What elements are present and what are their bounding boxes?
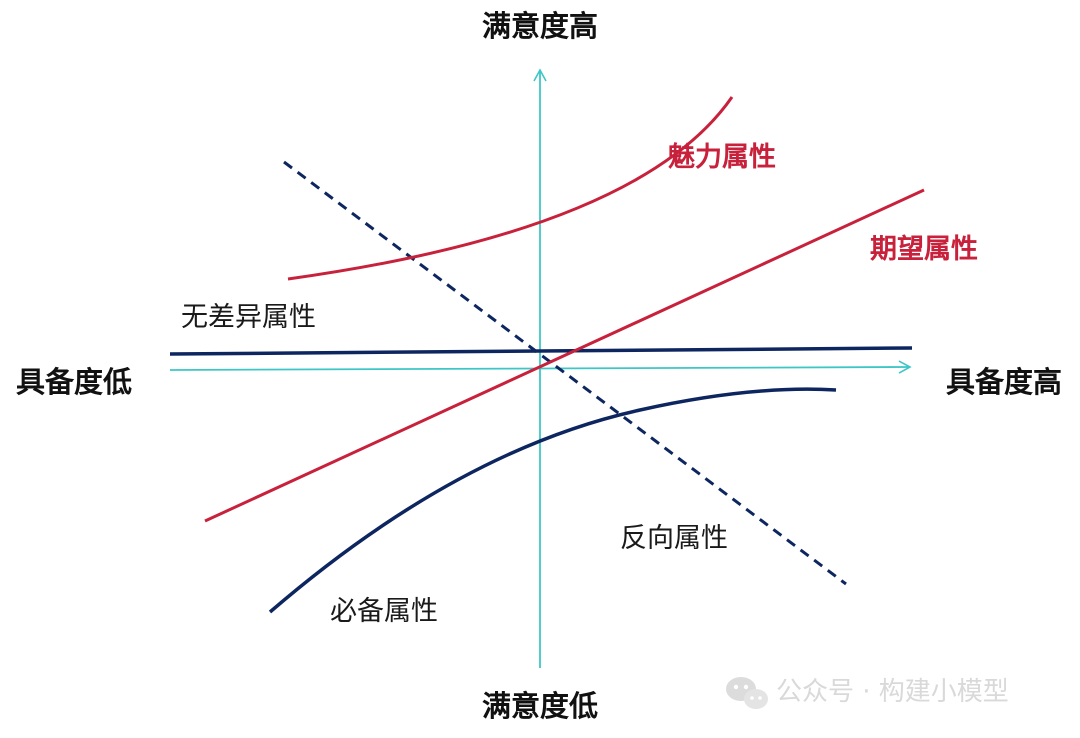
y-axis-bottom-label: 满意度低	[482, 689, 598, 723]
reverse-dashed-line	[283, 160, 847, 586]
watermark-text: 公众号 · 构建小模型	[776, 677, 1009, 707]
indifferent-line	[169, 346, 913, 356]
attractive-label: 魅力属性	[668, 142, 776, 173]
wechat-icon	[726, 677, 768, 709]
indifferent-label: 无差异属性	[181, 302, 316, 333]
watermark: 公众号 · 构建小模型	[726, 677, 1009, 709]
x-axis-right-label: 具备度高	[946, 365, 1062, 399]
horizontal-axis	[169, 360, 912, 374]
must-be-curve	[268, 387, 837, 614]
y-axis-top-label: 满意度高	[482, 9, 598, 43]
performance-line	[204, 188, 925, 523]
reverse-label: 反向属性	[620, 523, 728, 554]
performance-label: 期望属性	[870, 234, 978, 265]
must-be-label: 必备属性	[330, 596, 438, 627]
x-axis-left-label: 具备度低	[16, 365, 132, 399]
attractive-curve	[287, 96, 734, 281]
